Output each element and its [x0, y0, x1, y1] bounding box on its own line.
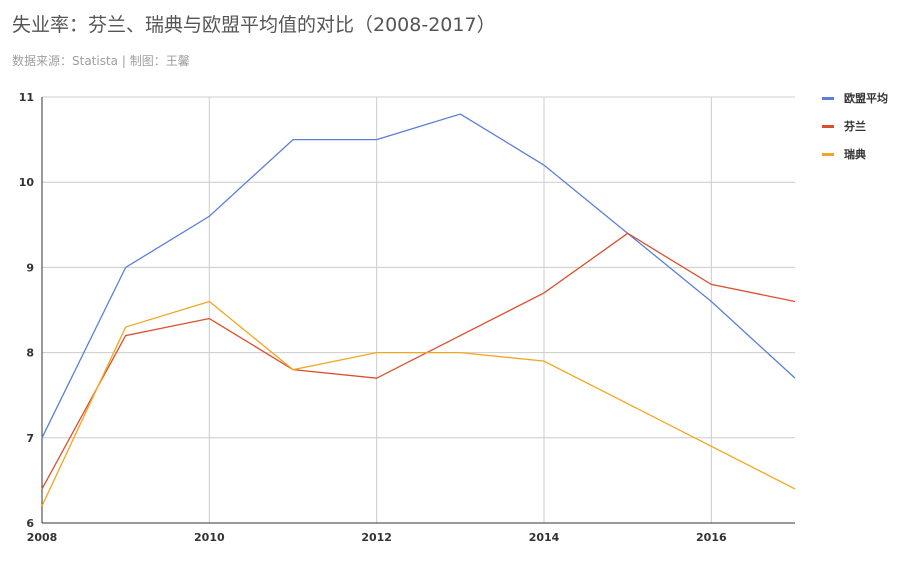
series-line-1	[41, 232, 796, 490]
series-line-2	[41, 300, 796, 507]
y-tick-label: 9	[26, 261, 34, 274]
chart-title: 失业率：芬兰、瑞典与欧盟平均值的对比（2008-2017）	[12, 14, 496, 36]
y-tick-label: 7	[26, 432, 34, 445]
x-tick-label: 2014	[529, 531, 560, 544]
y-tick-label: 8	[26, 347, 34, 360]
chart-subtitle: 数据来源：Statista | 制图：王馨	[12, 54, 190, 68]
series-line-0	[41, 113, 796, 439]
chart-legend: 欧盟平均 芬兰 瑞典	[822, 88, 888, 172]
y-tick-label: 6	[26, 517, 34, 530]
legend-swatch	[822, 96, 834, 100]
legend-item: 欧盟平均	[822, 88, 888, 108]
legend-label: 瑞典	[844, 148, 866, 161]
x-tick-label: 2016	[696, 531, 727, 544]
x-tick-label: 2010	[194, 531, 225, 544]
legend-label: 欧盟平均	[844, 92, 888, 105]
legend-item: 芬兰	[822, 116, 888, 136]
y-tick-label: 10	[19, 176, 35, 189]
x-tick-label: 2012	[361, 531, 392, 544]
x-tick-label: 2008	[27, 531, 58, 544]
legend-swatch	[822, 124, 834, 128]
legend-label: 芬兰	[844, 120, 866, 133]
legend-item: 瑞典	[822, 144, 888, 164]
y-tick-label: 11	[19, 91, 34, 104]
legend-swatch	[822, 152, 834, 156]
